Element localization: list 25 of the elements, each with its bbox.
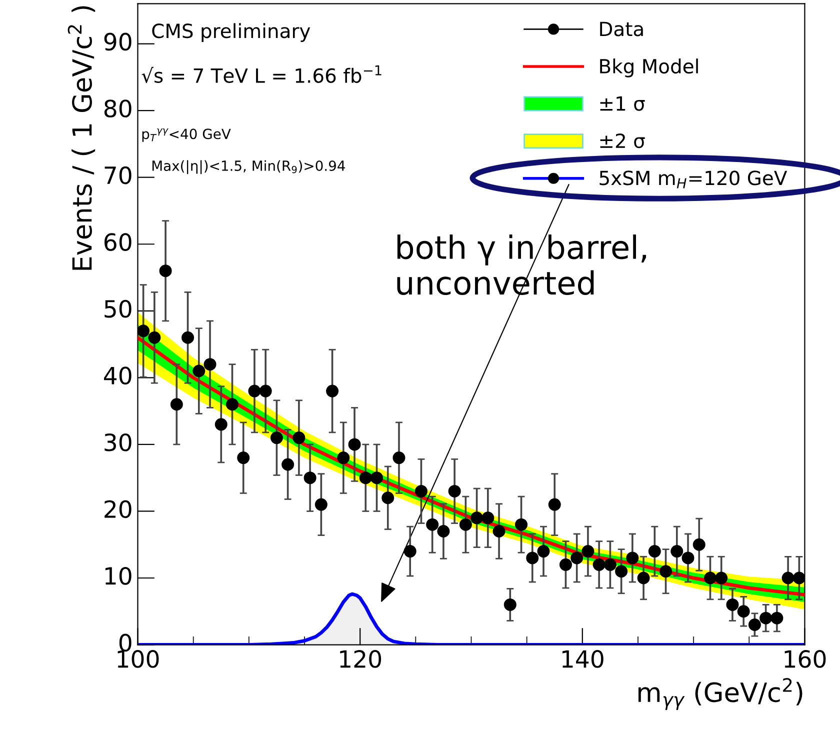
annotation: Max(|η|)<1.5, Min(R$_{9}$)>0.94	[152, 160, 345, 174]
y-tick-label: 90	[104, 32, 132, 51]
y-tick-label: 80	[104, 100, 132, 118]
y-tick-label: 20	[104, 500, 132, 518]
x-tick-label: 120	[340, 650, 382, 668]
x-tick-label: 160	[784, 650, 826, 668]
x-tick-label: 100	[118, 650, 159, 668]
legend-label: ±2 σ	[600, 133, 645, 148]
y-tick-label: 30	[104, 433, 132, 452]
legend-label: 5xSM m$_{H}$=120 GeV	[600, 170, 788, 188]
legend-label: ±1 σ	[600, 96, 645, 111]
annotation: p$_{T}$$^{γγ}$<40 GeV	[142, 128, 231, 142]
y-tick-label: 10	[105, 566, 132, 585]
y-tick-label: 70	[104, 166, 132, 184]
legend-label: Bkg Model	[600, 58, 698, 78]
x-tick-label: 140	[562, 650, 604, 668]
y-tick-label: 50	[104, 300, 132, 318]
y-tick-label: 60	[104, 233, 132, 251]
annotation: CMS preliminary	[152, 23, 310, 42]
annotation: √s = 7 TeV L = 1.66 fb$^{−1}$	[142, 65, 382, 84]
legend-label: Data	[600, 22, 643, 36]
x-axis-title: m$_{γγ}$ (GeV/c$^{2}$)	[638, 678, 802, 710]
y-axis-title: Events / ( 1 GeV/c$^{2}$ )	[68, 6, 96, 270]
y-tick-label: 40	[104, 366, 132, 385]
y-tick-label: 0	[119, 634, 132, 652]
